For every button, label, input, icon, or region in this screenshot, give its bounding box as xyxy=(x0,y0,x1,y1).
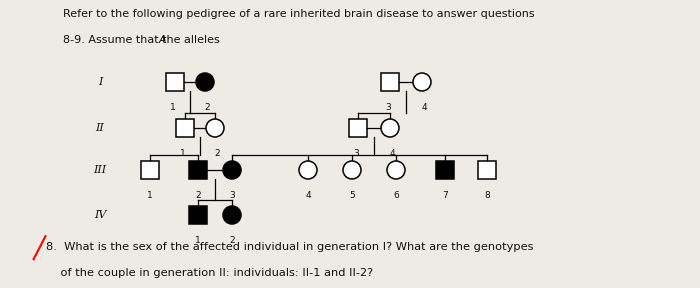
Text: 8-9. Assume that the alleles: 8-9. Assume that the alleles xyxy=(63,35,223,45)
Bar xyxy=(381,73,399,91)
Bar xyxy=(176,119,194,137)
Text: 2: 2 xyxy=(229,236,234,245)
Text: 3: 3 xyxy=(229,191,235,200)
Text: of the couple in generation II: individuals: II-1 and II-2?: of the couple in generation II: individu… xyxy=(46,268,372,278)
Ellipse shape xyxy=(223,206,241,224)
Ellipse shape xyxy=(381,119,399,137)
Bar xyxy=(478,161,496,179)
Text: I: I xyxy=(98,77,102,87)
Text: IV: IV xyxy=(94,210,106,220)
Text: 3: 3 xyxy=(353,149,359,158)
Ellipse shape xyxy=(299,161,317,179)
Ellipse shape xyxy=(343,161,361,179)
Text: 2: 2 xyxy=(214,149,220,158)
Bar xyxy=(349,119,367,137)
Text: 3: 3 xyxy=(385,103,391,112)
Bar xyxy=(436,161,454,179)
Ellipse shape xyxy=(413,73,431,91)
Ellipse shape xyxy=(206,119,224,137)
Text: 5: 5 xyxy=(349,191,355,200)
Text: II: II xyxy=(96,123,104,133)
Text: 1: 1 xyxy=(180,149,186,158)
Ellipse shape xyxy=(387,161,405,179)
Text: 8.  What is the sex of the affected individual in generation I? What are the gen: 8. What is the sex of the affected indiv… xyxy=(46,242,533,252)
Bar xyxy=(189,206,207,224)
Text: 1: 1 xyxy=(170,103,176,112)
Text: 1: 1 xyxy=(195,236,201,245)
Text: 6: 6 xyxy=(393,191,399,200)
Text: 4: 4 xyxy=(389,149,395,158)
Bar xyxy=(189,161,207,179)
Text: 4: 4 xyxy=(305,191,311,200)
Text: A: A xyxy=(158,35,166,45)
Text: 2: 2 xyxy=(204,103,210,112)
Ellipse shape xyxy=(196,73,214,91)
Text: III: III xyxy=(93,165,106,175)
Bar xyxy=(141,161,159,179)
Text: 2: 2 xyxy=(195,191,201,200)
Text: 8: 8 xyxy=(484,191,490,200)
Text: 4: 4 xyxy=(421,103,427,112)
Text: 7: 7 xyxy=(442,191,448,200)
Ellipse shape xyxy=(223,161,241,179)
Text: 1: 1 xyxy=(147,191,153,200)
Bar xyxy=(166,73,184,91)
Text: Refer to the following pedigree of a rare inherited brain disease to answer ques: Refer to the following pedigree of a rar… xyxy=(63,9,535,19)
